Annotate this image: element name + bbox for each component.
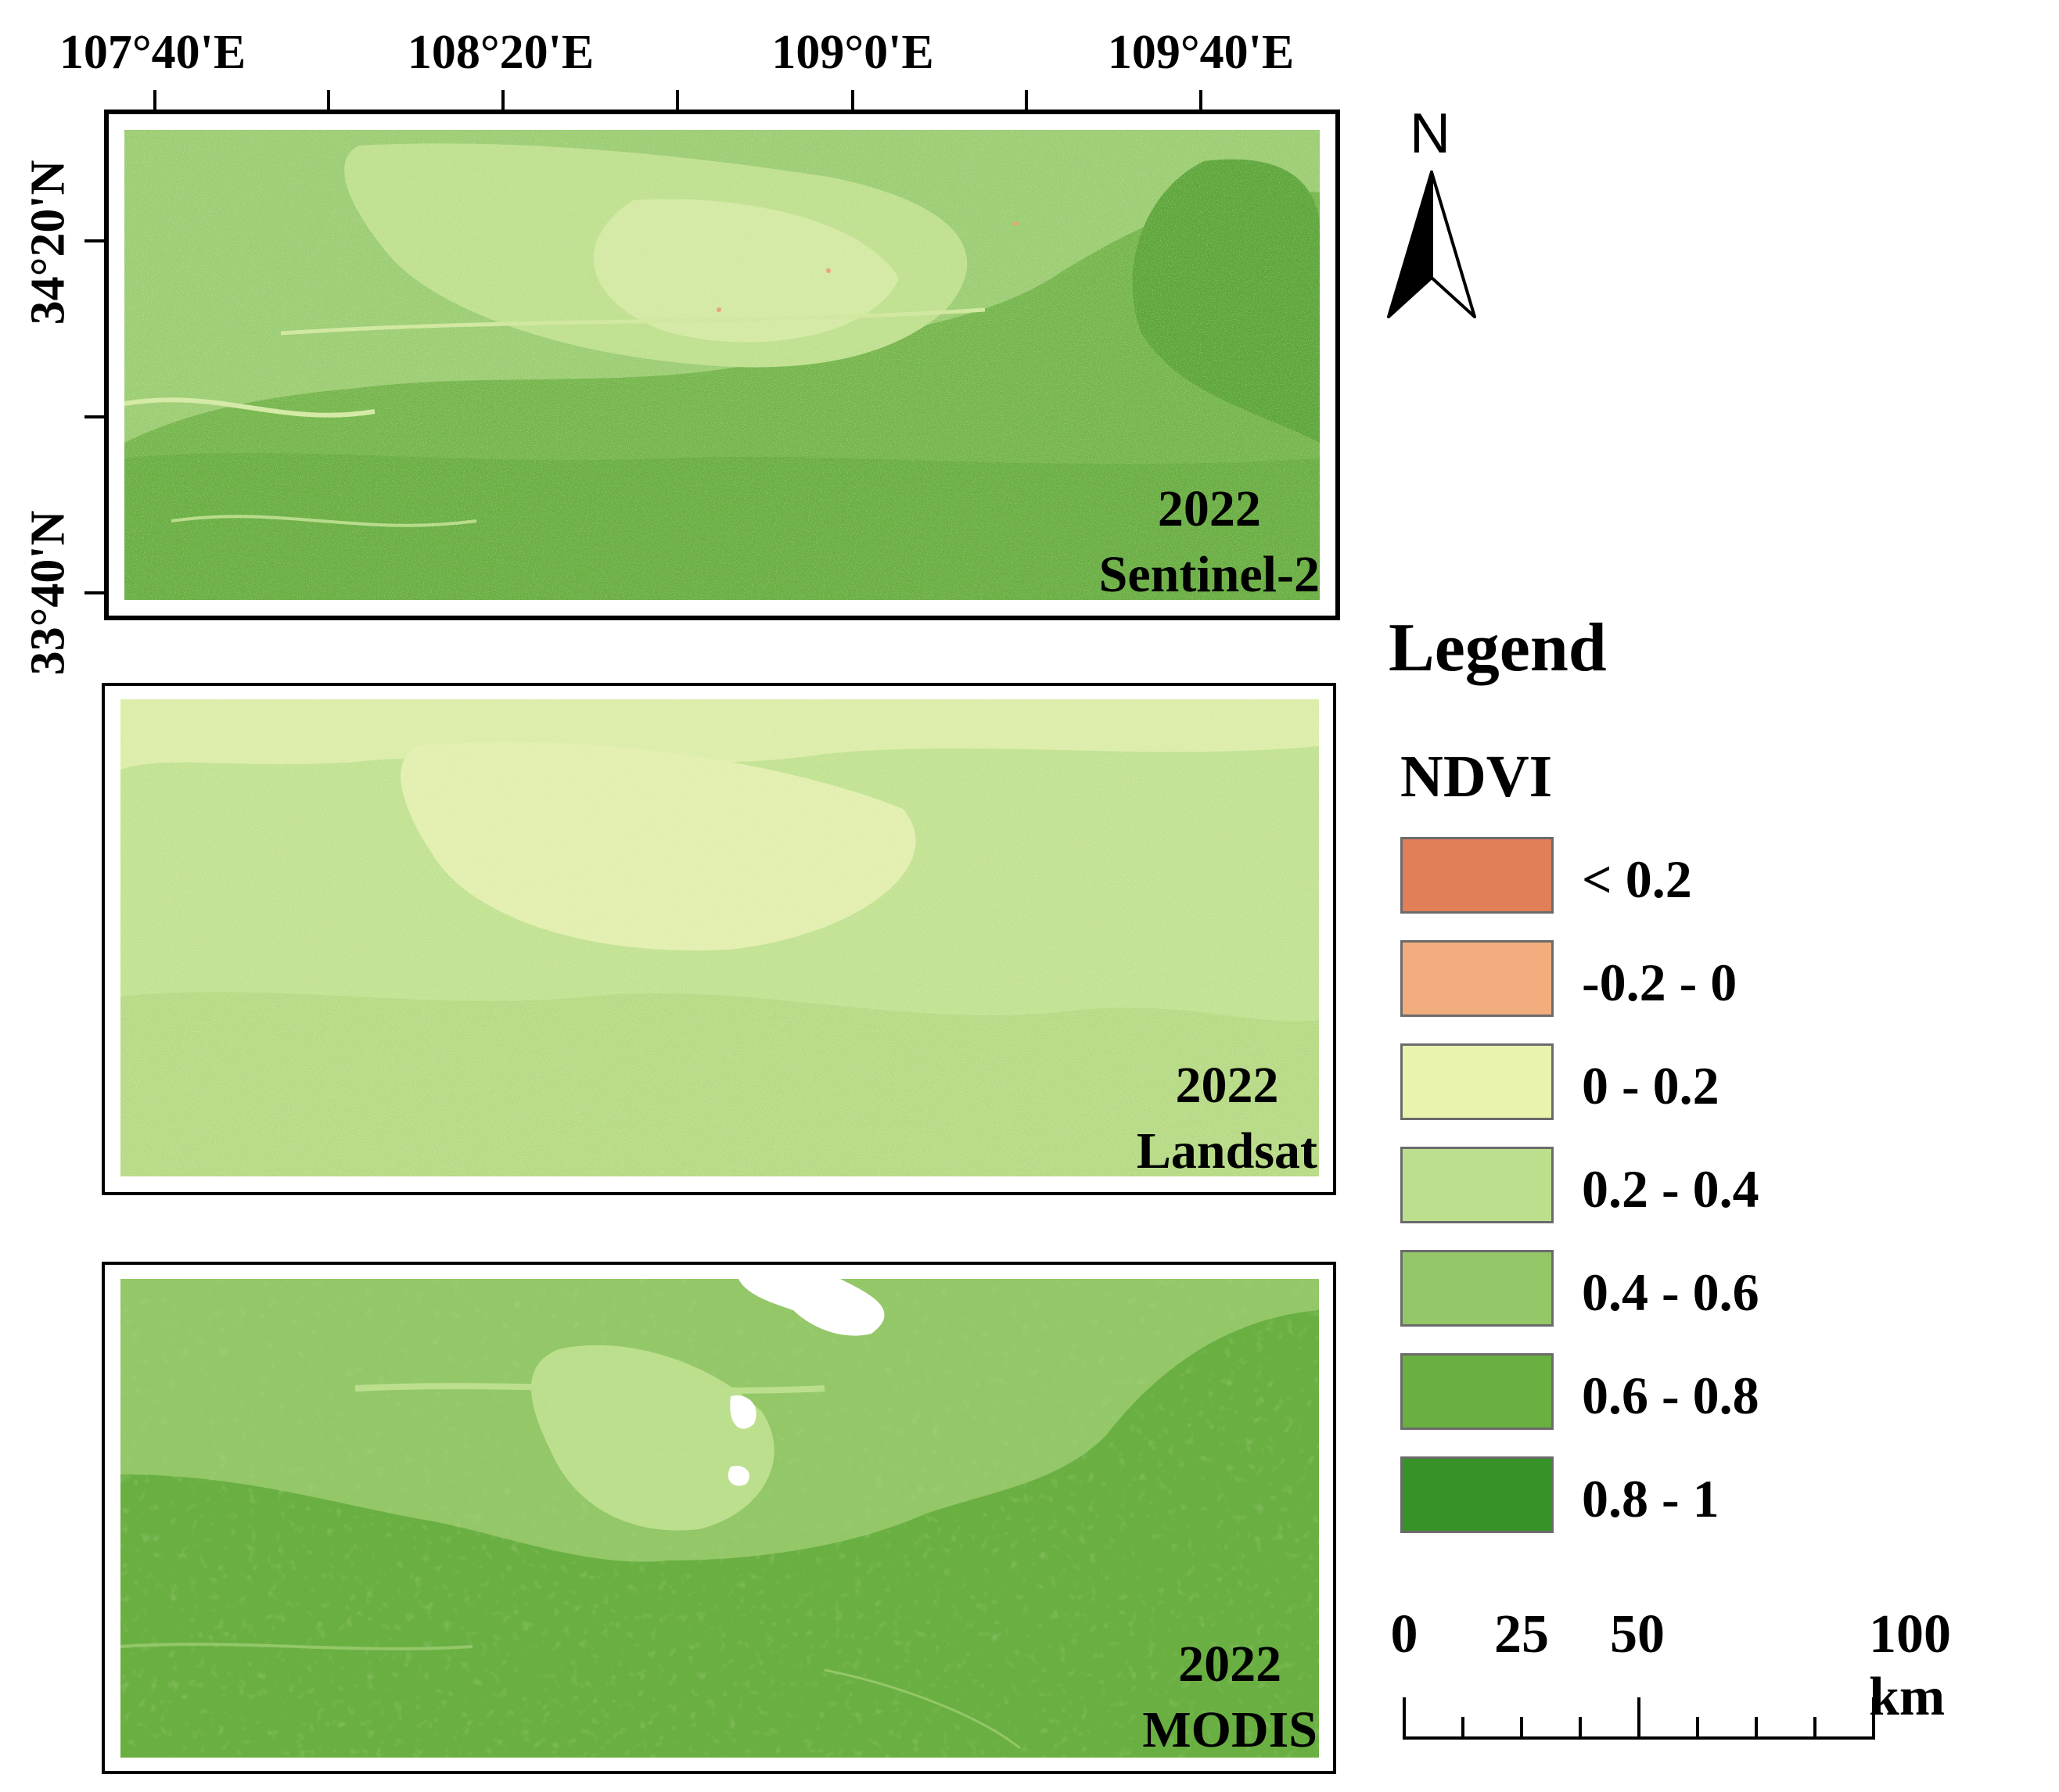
scale-bar <box>1403 1697 1875 1740</box>
legend-label-4: 0.2 - 0.4 <box>1582 1159 1759 1219</box>
panel-sensor-modis: MODIS <box>1142 1701 1317 1759</box>
legend-swatch-2 <box>1400 940 1554 1017</box>
legend-label-3: 0 - 0.2 <box>1582 1056 1719 1115</box>
ndvi-raster-sentinel2 <box>124 130 1320 600</box>
scale-label-0: 0 <box>1390 1604 1418 1665</box>
lon-label-2: 108°20'E <box>407 26 595 79</box>
graticule-ticks <box>84 90 1202 594</box>
scale-label-50: 50 <box>1610 1604 1665 1665</box>
panel-sensor-sentinel2: Sentinel-2 <box>1098 546 1320 604</box>
map-panel-modis: 2022 MODIS <box>102 1262 1336 1774</box>
north-label: N <box>1410 102 1450 165</box>
scale-label-25: 25 <box>1494 1604 1549 1665</box>
panel-year-sentinel2: 2022 <box>1157 480 1261 538</box>
lon-label-3: 109°0'E <box>771 26 934 79</box>
map-panel-landsat: 2022 Landsat <box>102 683 1336 1195</box>
legend-label-2: -0.2 - 0 <box>1582 953 1737 1012</box>
map-panel-sentinel2: 2022 Sentinel-2 <box>104 110 1340 620</box>
legend-swatch-4 <box>1400 1147 1554 1223</box>
panel-tag-modis: 2022 MODIS <box>1142 1632 1317 1763</box>
ndvi-raster-modis <box>120 1279 1319 1758</box>
legend-subtitle: NDVI <box>1400 744 1553 810</box>
legend-title: Legend <box>1389 610 1607 686</box>
legend-label-1: < 0.2 <box>1582 849 1692 909</box>
legend-swatch-5 <box>1400 1250 1554 1327</box>
legend-swatch-7 <box>1400 1456 1554 1533</box>
legend-swatch-1 <box>1400 837 1554 914</box>
panel-year-landsat: 2022 <box>1175 1057 1279 1115</box>
scale-label-100: 100 km <box>1869 1604 1951 1727</box>
panel-year-modis: 2022 <box>1178 1636 1282 1693</box>
panel-tag-landsat: 2022 Landsat <box>1137 1053 1317 1184</box>
lon-label-4: 109°40'E <box>1107 26 1295 79</box>
legend-label-7: 0.8 - 1 <box>1582 1469 1719 1528</box>
legend-swatch-3 <box>1400 1043 1554 1120</box>
legend-swatch-6 <box>1400 1353 1554 1430</box>
lon-label-1: 107°40'E <box>59 26 246 79</box>
panel-sensor-landsat: Landsat <box>1136 1122 1317 1180</box>
legend-label-5: 0.4 - 0.6 <box>1582 1262 1759 1322</box>
north-arrow-icon <box>1387 171 1476 318</box>
legend-label-6: 0.6 - 0.8 <box>1582 1366 1759 1425</box>
panel-tag-sentinel2: 2022 Sentinel-2 <box>1099 476 1320 608</box>
ndvi-raster-landsat <box>120 699 1319 1176</box>
